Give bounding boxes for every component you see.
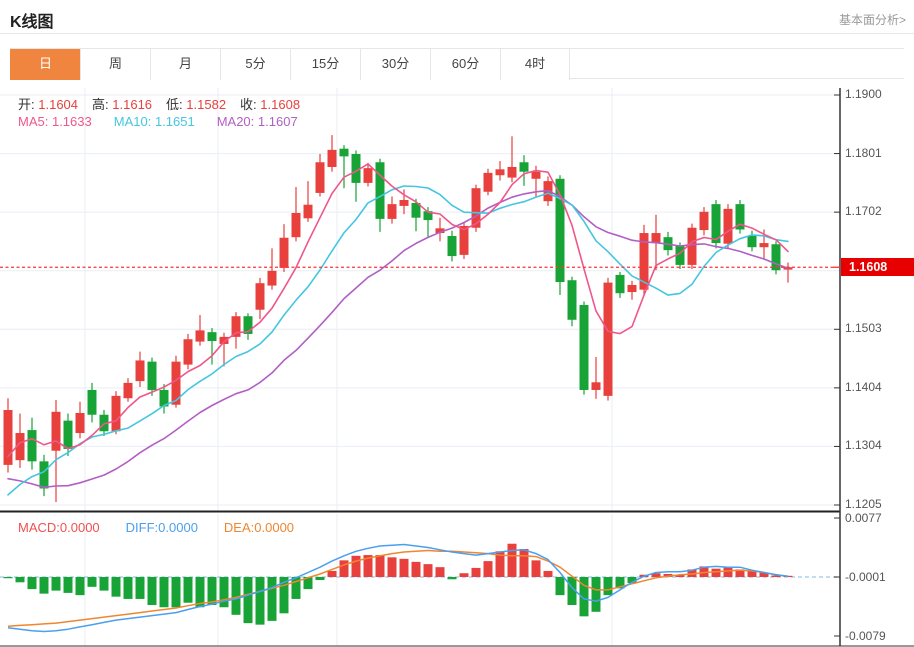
macd-tick--0.0079: -0.0079 [845,629,886,643]
price-tick-1.1900: 1.1900 [845,87,882,101]
page-title: K线图 [10,14,54,31]
price-tick-1.1702: 1.1702 [845,204,882,219]
ma20-label: MA20: [216,114,255,129]
macd-tick--0.0001: -0.0001 [845,570,886,584]
low-value: 1.1582 [186,97,227,112]
ma-legend: MA5: 1.1633 MA10: 1.1651 MA20: 1.1607 [18,114,298,129]
period-tabbar: 日 周 月 5分 15分 30分 60分 4时 [10,48,904,80]
tab-week[interactable]: 周 [80,49,150,80]
dea-value: 0.0000 [254,520,295,535]
ma20-value: 1.1607 [257,114,298,129]
tab-60min[interactable]: 60分 [430,49,500,80]
price-tick-1.1205: 1.1205 [845,497,882,511]
price-tick-1.1503: 1.1503 [845,321,882,336]
open-value: 1.1604 [38,97,79,112]
ma5-label: MA5: [18,114,49,129]
tab-15min[interactable]: 15分 [290,49,360,80]
macd-value: 0.0000 [59,520,100,535]
fundamental-analysis-link[interactable]: 基本面分析> [838,13,906,27]
high-value: 1.1616 [112,97,153,112]
price-tick-1.1304: 1.1304 [845,438,882,453]
close-value: 1.1608 [260,97,301,112]
macd-tick-0.0077: 0.0077 [845,511,882,525]
open-label: 开: [18,97,35,112]
ma5-value: 1.1633 [51,114,92,129]
high-label: 高: [92,97,109,112]
ma10-value: 1.1651 [154,114,195,129]
diff-value: 0.0000 [158,520,198,535]
tab-month[interactable]: 月 [150,49,220,80]
price-tick-1.1404: 1.1404 [845,379,882,394]
tab-4hour[interactable]: 4时 [500,49,570,80]
macd-label: MACD: [18,520,60,535]
ohlc-readout: 开: 1.1604 高: 1.1616 低: 1.1582 收: 1.1608 [18,94,300,113]
dea-label: DEA: [223,520,255,535]
tab-day[interactable]: 日 [10,49,80,80]
title-divider [0,33,914,34]
macd-legend: MACD:0.0000 DIFF:0.0000 DEA:0.0000 [18,520,294,535]
diff-label: DIFF: [125,520,159,535]
low-label: 低: [166,97,183,112]
tab-5min[interactable]: 5分 [220,49,290,80]
close-label: 收: [240,97,257,112]
tab-30min[interactable]: 30分 [360,49,430,80]
current-price-box: 1.1608 [841,258,914,277]
price-tick-1.1801: 1.1801 [845,145,882,160]
ma10-label: MA10: [113,114,152,129]
